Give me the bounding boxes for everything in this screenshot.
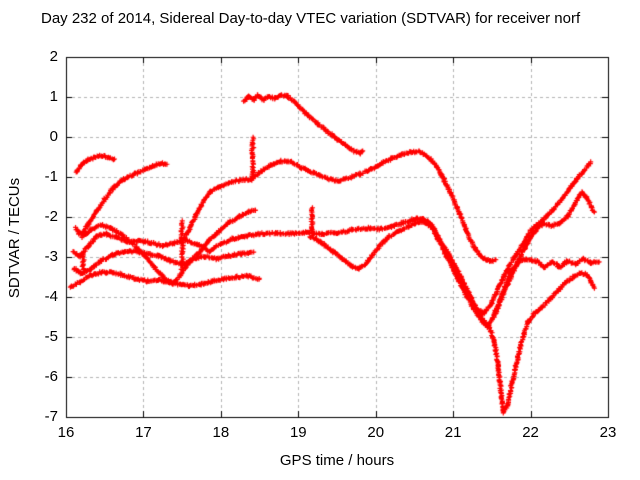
y-tick-label: -5 [44, 328, 58, 345]
y-tick-label: -3 [44, 248, 58, 265]
x-axis-title: GPS time / hours [279, 452, 395, 469]
y-tick-label: 1 [49, 88, 58, 105]
y-tick-label: -6 [44, 368, 58, 385]
x-tick-label: 23 [599, 424, 617, 441]
y-tick-label: -4 [44, 288, 58, 305]
x-tick-label: 16 [57, 424, 75, 441]
chart-title: Day 232 of 2014, Sidereal Day-to-day VTE… [41, 10, 581, 27]
x-tick-label: 19 [289, 424, 307, 441]
x-tick-label: 17 [135, 424, 152, 441]
y-tick-label: -1 [44, 168, 58, 185]
y-tick-label: -7 [44, 408, 58, 425]
x-tick-label: 21 [444, 424, 462, 441]
x-tick-label: 20 [367, 424, 385, 441]
y-tick-label: -2 [44, 208, 58, 225]
y-tick-label: 2 [49, 48, 58, 65]
y-tick-label: 0 [49, 128, 58, 145]
x-tick-label: 22 [522, 424, 539, 441]
x-tick-label: 18 [212, 424, 230, 441]
